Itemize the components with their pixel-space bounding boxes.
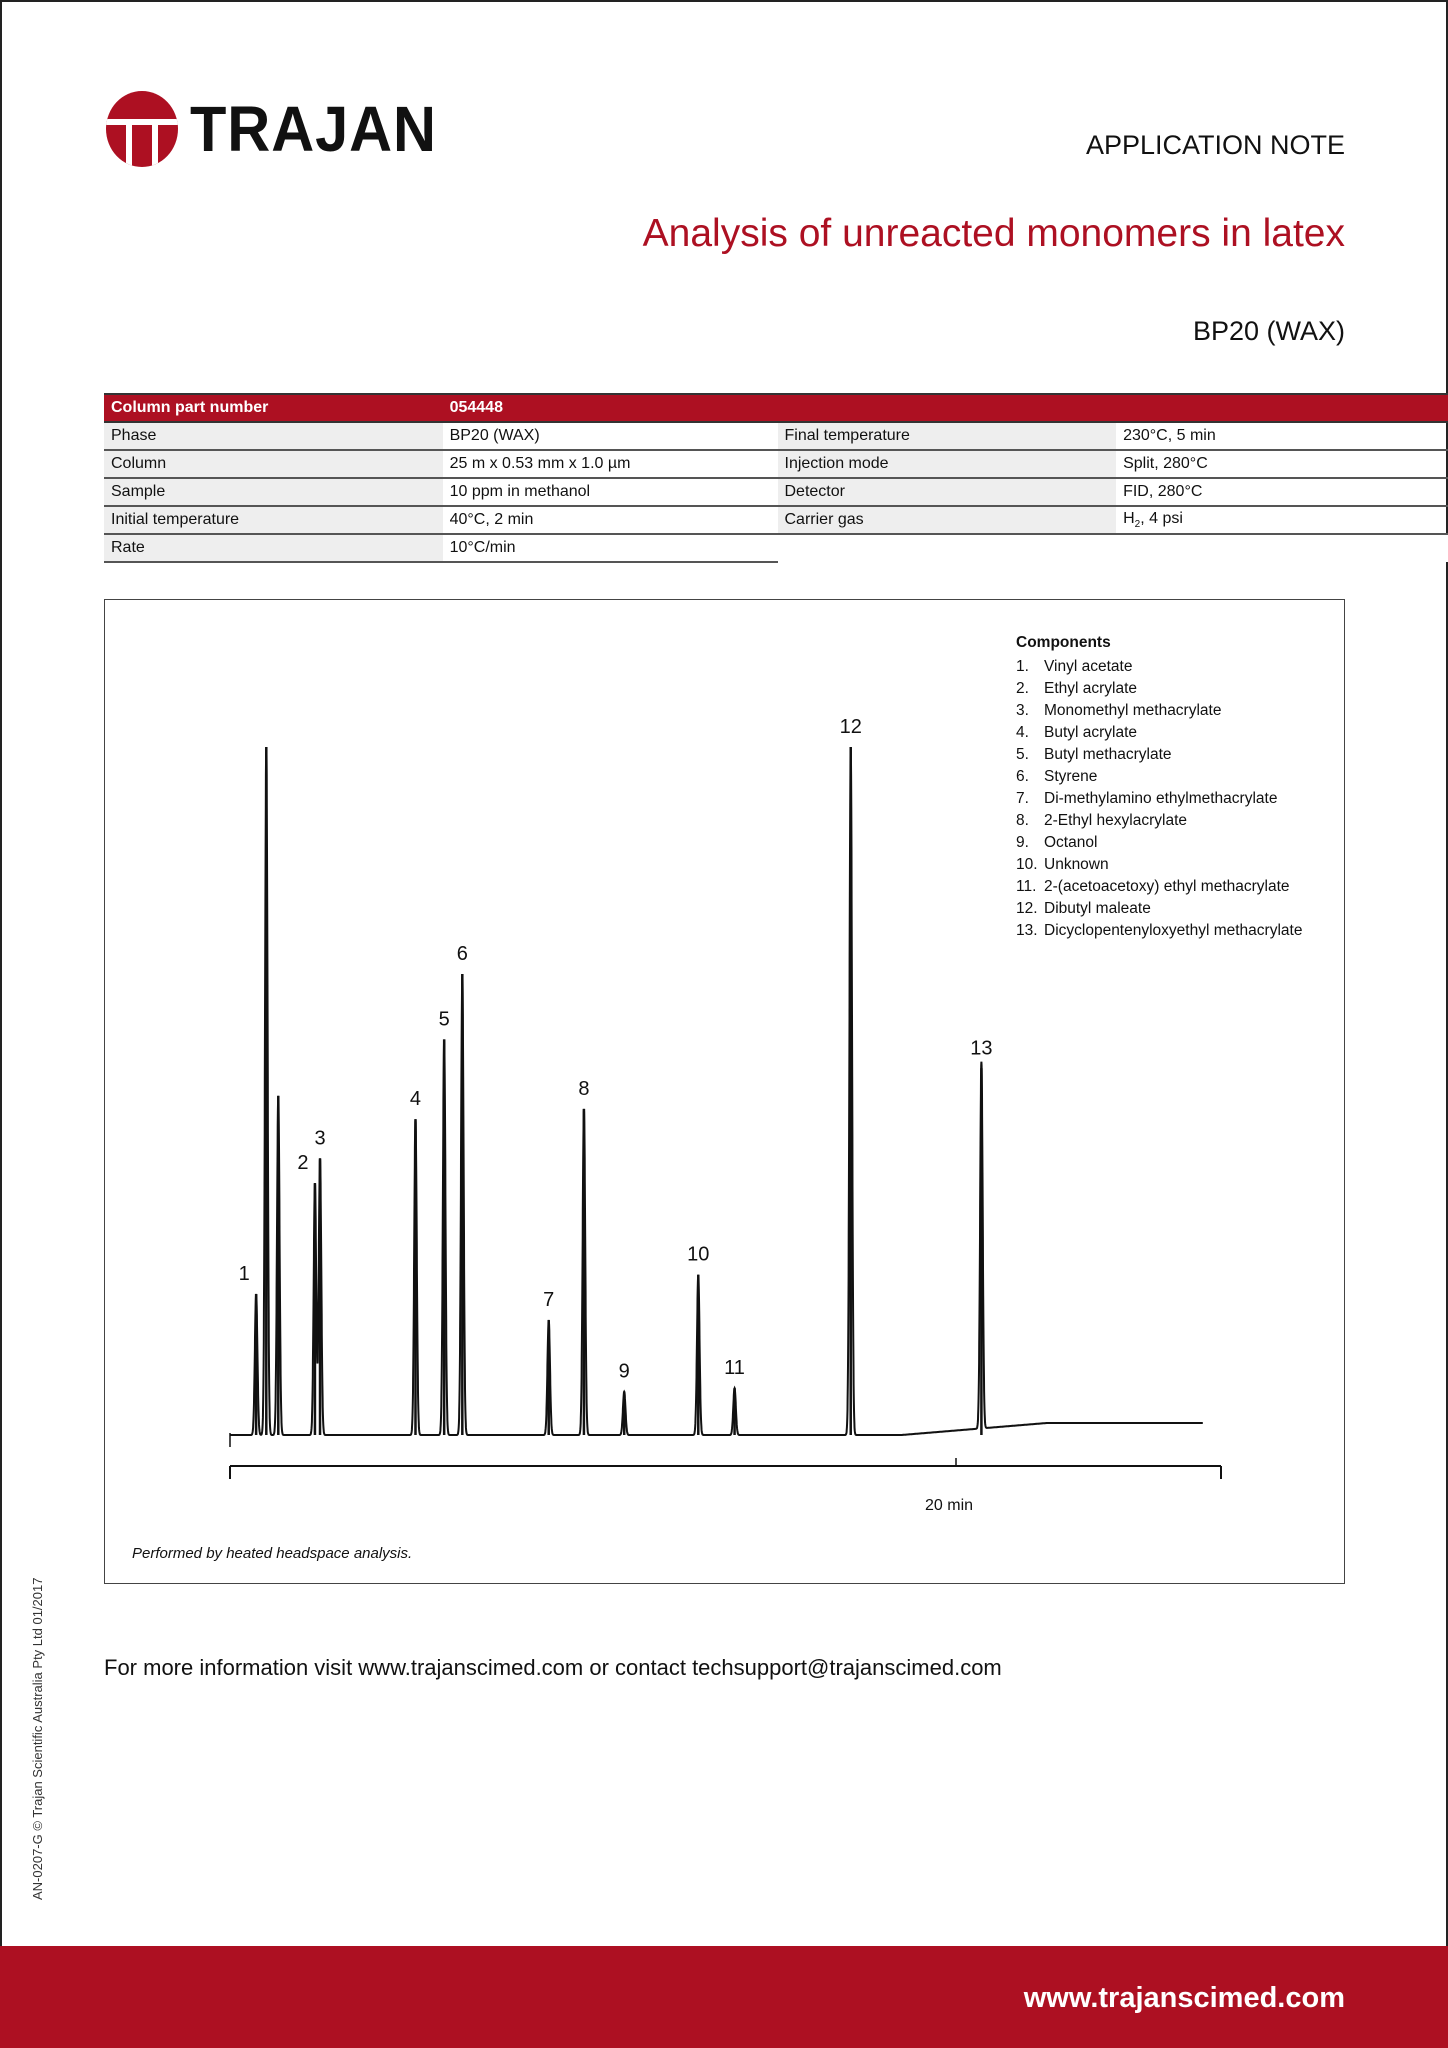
legend-item-label: Butyl methacrylate xyxy=(1044,746,1172,763)
peak-label: 2 xyxy=(297,1152,308,1174)
peak-label: 9 xyxy=(619,1361,630,1383)
cell-value: H2, 4 psi xyxy=(1116,506,1448,535)
peak-label: 5 xyxy=(439,1008,450,1030)
carrier-gas-pressure: , 4 psi xyxy=(1140,509,1183,527)
table-header-row: Column part number 054448 xyxy=(104,393,1448,423)
document-code: AN-0207-G © Trajan Scientific Australia … xyxy=(30,1577,45,1900)
legend-item-label: Octanol xyxy=(1044,834,1098,851)
legend-item: 2. Ethyl acrylate xyxy=(1016,678,1302,700)
legend-item: 13. Dicyclopentenyloxyethyl methacrylate xyxy=(1016,920,1302,942)
cell-label: Sample xyxy=(104,478,443,507)
cell-value: 230°C, 5 min xyxy=(1116,422,1448,451)
peak-label: 4 xyxy=(410,1088,421,1110)
legend-item: 12. Dibutyl maleate xyxy=(1016,898,1302,920)
page-title: Analysis of unreacted monomers in latex xyxy=(642,212,1345,255)
legend-item: 9. Octanol xyxy=(1016,832,1302,854)
legend-item: 3. Monomethyl methacrylate xyxy=(1016,700,1302,722)
legend-item-label: Butyl acrylate xyxy=(1044,724,1138,741)
legend-item: 1. Vinyl acetate xyxy=(1016,656,1302,678)
peak-label: 1 xyxy=(239,1263,250,1285)
carrier-gas-subscript: 2 xyxy=(1134,519,1141,531)
cell-label: Column xyxy=(104,450,443,479)
header-label: Column part number xyxy=(104,393,443,423)
cell-label: Carrier gas xyxy=(777,506,1117,535)
legend-item-number: 13. xyxy=(1016,922,1038,939)
specs-table: Column part number 054448 Phase BP20 (WA… xyxy=(104,393,1448,563)
chart-footnote: Performed by heated headspace analysis. xyxy=(132,1545,413,1562)
cell-value: 10°C/min xyxy=(442,534,778,563)
legend-item-number: 1. xyxy=(1016,658,1029,675)
legend-item: 4. Butyl acrylate xyxy=(1016,722,1302,744)
cell-value: Split, 280°C xyxy=(1116,450,1448,479)
legend-item-label: Ethyl acrylate xyxy=(1044,680,1138,697)
legend-item-number: 11. xyxy=(1016,878,1037,895)
legend-item-label: 2-(acetoacetoxy) ethyl methacrylate xyxy=(1044,878,1290,895)
table-row: Rate 10°C/min xyxy=(104,534,1448,563)
peak-label: 13 xyxy=(970,1037,992,1059)
cell-label: Phase xyxy=(104,422,443,451)
chromatogram-trace xyxy=(230,746,1203,1436)
legend-item: 6. Styrene xyxy=(1016,766,1302,788)
legend-item-number: 3. xyxy=(1016,702,1029,719)
legend-item-number: 12. xyxy=(1016,900,1038,917)
legend-item-number: 4. xyxy=(1016,724,1029,741)
trajan-logo: TRAJAN xyxy=(104,90,456,168)
legend-item-number: 5. xyxy=(1016,746,1029,763)
cell-value: FID, 280°C xyxy=(1116,478,1448,507)
legend-item: 8. 2-Ethyl hexylacrylate xyxy=(1016,810,1302,832)
cell-label: Detector xyxy=(777,478,1117,507)
peak-label: 8 xyxy=(578,1078,589,1100)
legend-item-label: Styrene xyxy=(1044,768,1098,785)
peak-label: 12 xyxy=(840,716,862,738)
doc-type: APPLICATION NOTE xyxy=(1085,130,1345,160)
legend-item-label: Unknown xyxy=(1044,856,1109,873)
peak-label: 3 xyxy=(314,1127,325,1149)
legend-item-number: 6. xyxy=(1016,768,1029,785)
cell-label: Final temperature xyxy=(777,422,1117,451)
legend-item-number: 10. xyxy=(1016,856,1038,873)
carrier-gas-symbol: H xyxy=(1123,509,1135,527)
legend-item-label: Dibutyl maleate xyxy=(1044,900,1151,917)
legend-item: 5. Butyl methacrylate xyxy=(1016,744,1302,766)
legend-item-number: 7. xyxy=(1016,790,1029,807)
table-row: Sample 10 ppm in methanol Detector FID, … xyxy=(104,478,1448,507)
legend-item-label: 2-Ethyl hexylacrylate xyxy=(1044,812,1188,829)
legend-item-number: 9. xyxy=(1016,834,1029,851)
chromatogram-panel: 1 2 3 4 5 6 7 8 9 10 11 12 13 Components 1. Vinyl ace… xyxy=(104,599,1345,1584)
page-subtitle: BP20 (WAX) xyxy=(1192,316,1345,346)
legend-item: 10. Unknown xyxy=(1016,854,1302,876)
peak-label: 11 xyxy=(724,1357,745,1379)
brand-name: TRAJAN xyxy=(190,93,437,165)
legend-item-number: 8. xyxy=(1016,812,1029,829)
table-row: Initial temperature 40°C, 2 min Carrier … xyxy=(104,506,1448,535)
trajan-t-icon xyxy=(106,91,178,167)
legend-item-label: Di-methylamino ethylmethacrylate xyxy=(1044,790,1278,807)
contact-info: For more information visit www.trajansci… xyxy=(104,1655,1002,1680)
cell-value: 25 m x 0.53 mm x 1.0 µm xyxy=(442,450,778,479)
legend-item-number: 2. xyxy=(1016,680,1029,697)
header-value: 054448 xyxy=(442,393,778,423)
peak-label: 6 xyxy=(457,943,468,965)
legend-item-label: Vinyl acetate xyxy=(1044,658,1133,675)
table-row: Column 25 m x 0.53 mm x 1.0 µm Injection… xyxy=(104,450,1448,479)
cell-label: Initial temperature xyxy=(104,506,443,535)
cell-value: 40°C, 2 min xyxy=(442,506,778,535)
peak-label: 10 xyxy=(687,1244,709,1266)
legend-title: Components xyxy=(1016,634,1111,651)
cell-label: Injection mode xyxy=(777,450,1117,479)
components-legend: Components 1. Vinyl acetate 2. Ethyl acryla… xyxy=(1016,632,1302,942)
x-tick-label: 20 min xyxy=(925,1497,974,1514)
cell-value: 10 ppm in methanol xyxy=(442,478,778,507)
footer-url-link[interactable]: www.trajanscimed.com xyxy=(1023,1982,1345,2014)
footer-band: www.trajanscimed.com xyxy=(0,1946,1448,2048)
table-row: Phase BP20 (WAX) Final temperature 230°C… xyxy=(104,422,1448,451)
legend-item-label: Monomethyl methacrylate xyxy=(1044,702,1222,719)
legend-item: 11. 2-(acetoacetoxy) ethyl methacrylate xyxy=(1016,876,1302,898)
legend-item-label: Dicyclopentenyloxyethyl methacrylate xyxy=(1044,922,1303,939)
legend-item: 7. Di-methylamino ethylmethacrylate xyxy=(1016,788,1302,810)
cell-value: BP20 (WAX) xyxy=(442,422,778,451)
cell-label: Rate xyxy=(104,534,443,563)
peak-label: 7 xyxy=(543,1289,554,1311)
